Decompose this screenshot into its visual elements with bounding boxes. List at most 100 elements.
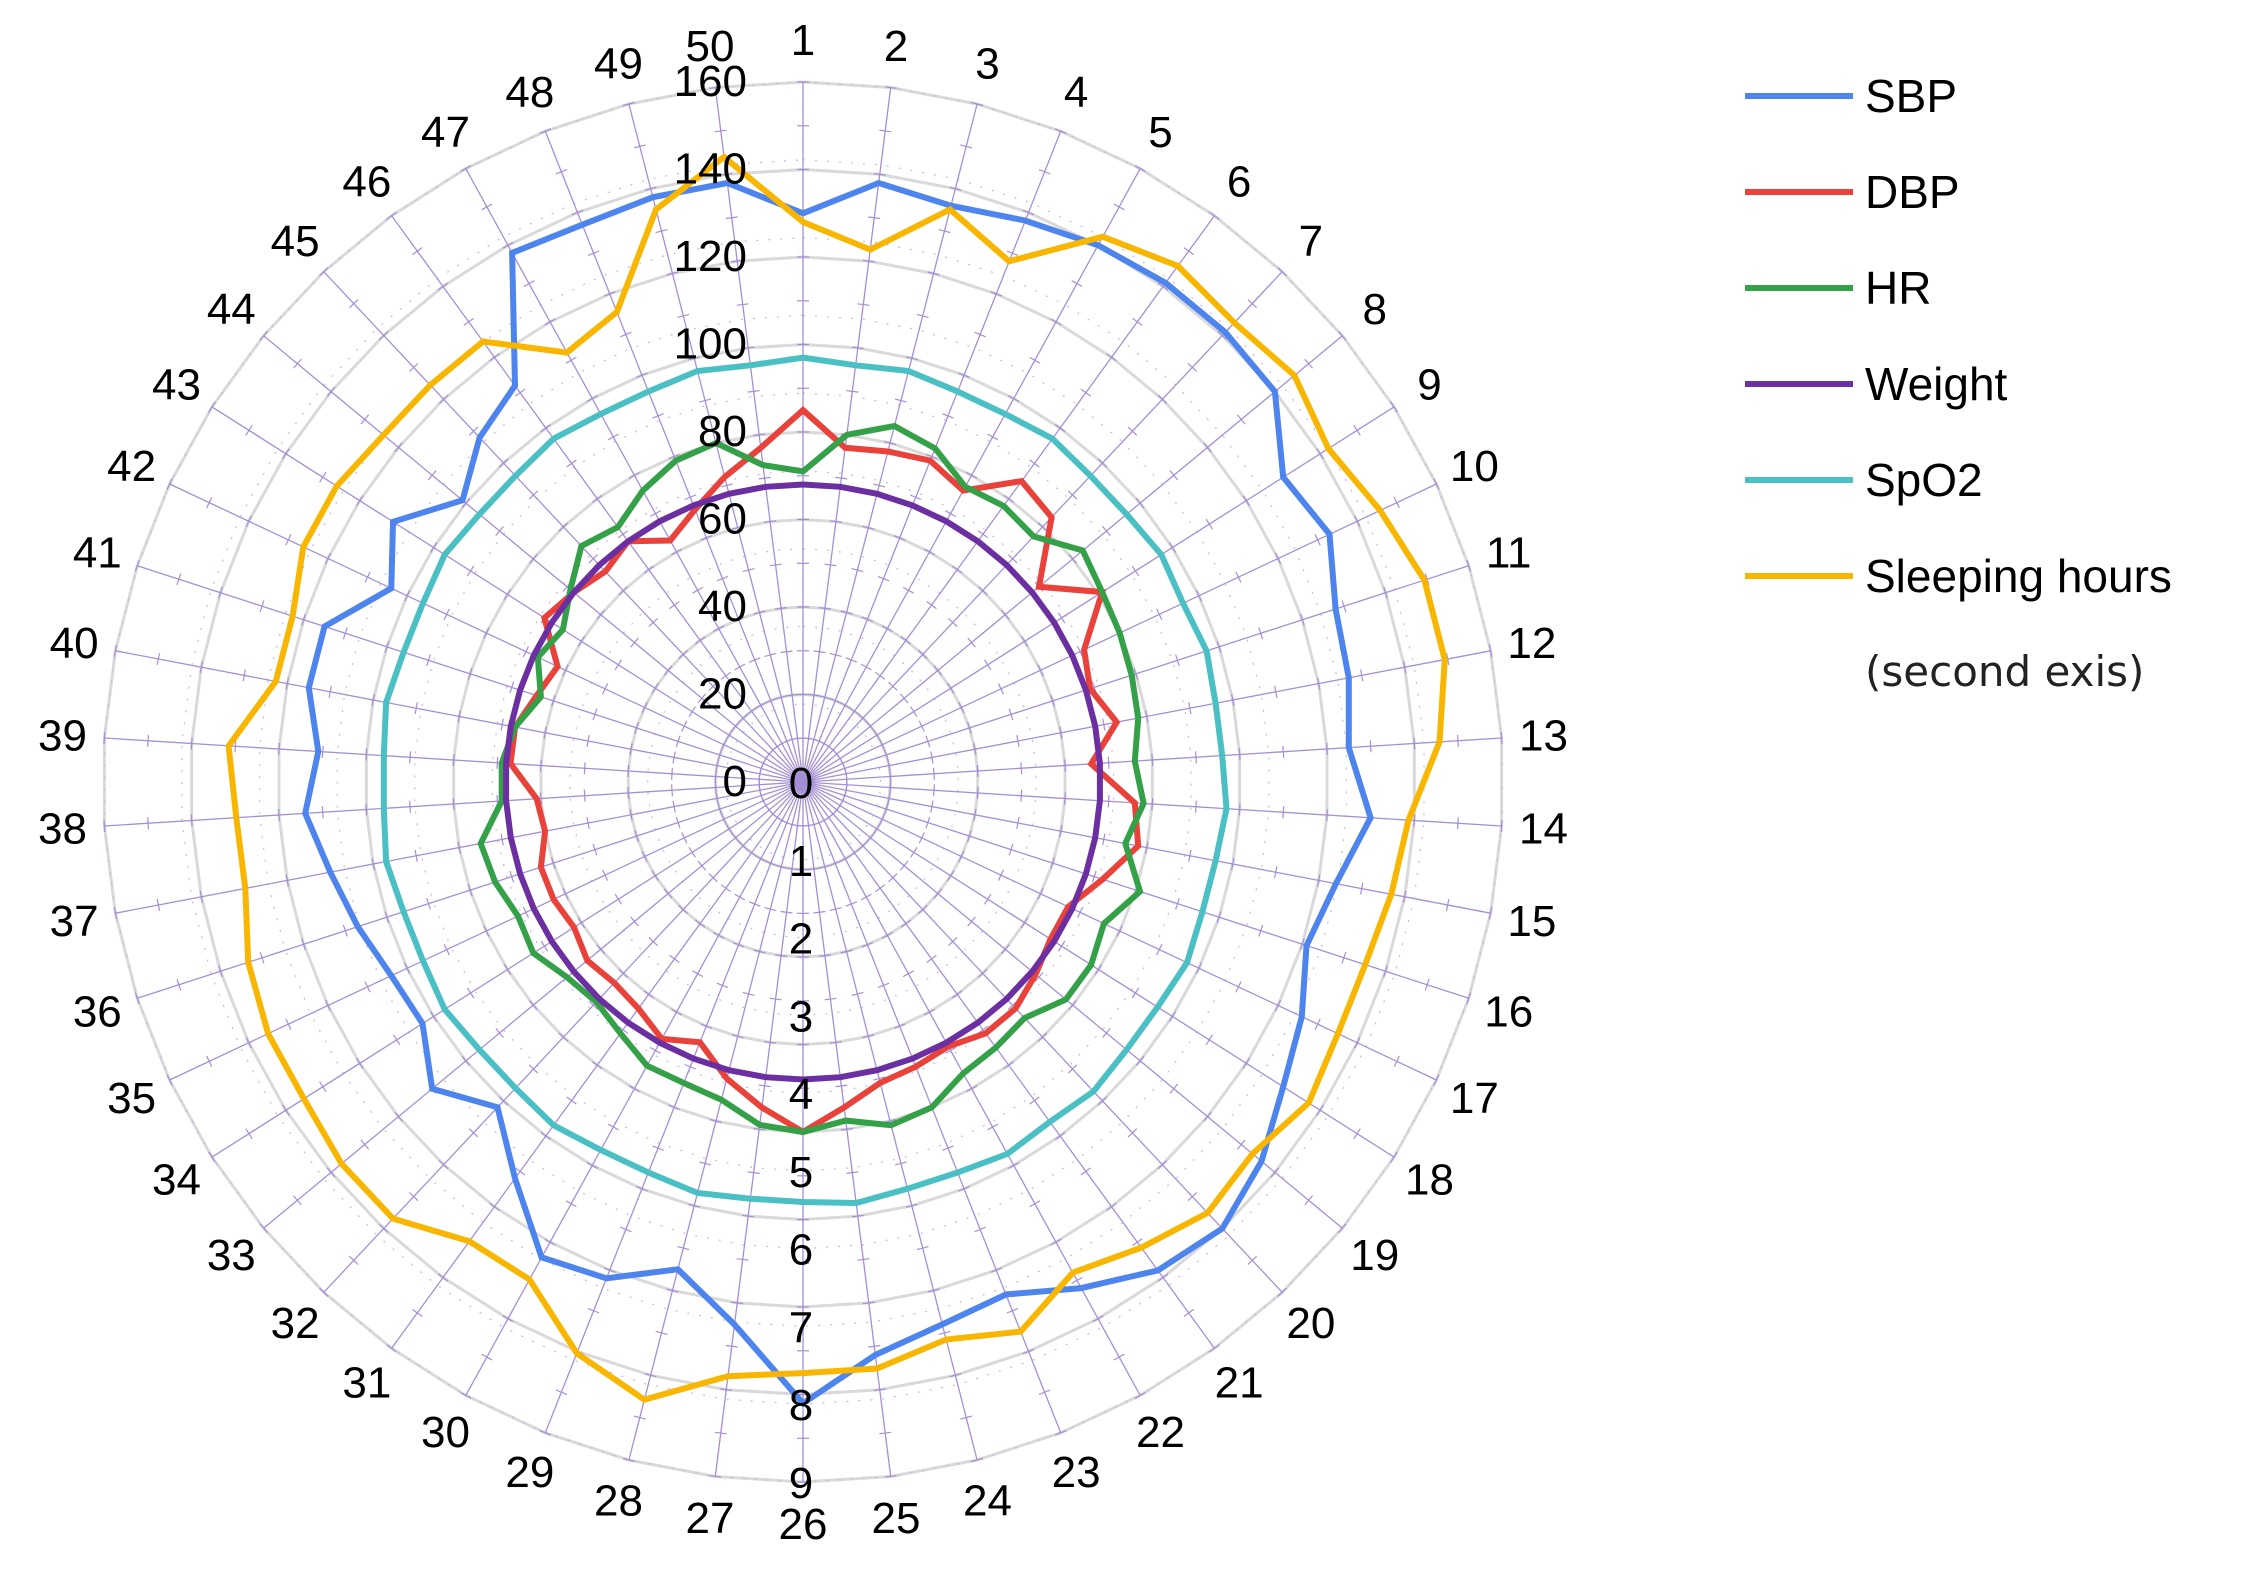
- spoke-tick: [1132, 317, 1143, 326]
- spoke-tick: [1091, 870, 1097, 883]
- spoke-tick: [1274, 552, 1282, 565]
- spoke-tick: [199, 661, 204, 674]
- category-label: 23: [1052, 1448, 1101, 1497]
- spoke-tick: [714, 1431, 727, 1435]
- spoke-tick: [873, 1388, 886, 1391]
- category-label: 11: [1486, 529, 1532, 578]
- spoke-tick: [628, 1085, 640, 1093]
- spoke-tick: [918, 832, 925, 844]
- spoke-tick: [731, 1034, 744, 1039]
- spoke-tick: [709, 1475, 722, 1478]
- legend-label: SBP: [1865, 70, 1957, 122]
- spoke-tick: [282, 1104, 290, 1116]
- spoke-tick: [938, 1330, 951, 1335]
- spoke-tick: [709, 1118, 722, 1124]
- spoke-tick: [877, 982, 890, 989]
- spoke-tick: [285, 534, 292, 546]
- spoke-tick: [301, 613, 307, 626]
- spoke-tick: [949, 1373, 962, 1378]
- spoke-tick: [412, 1308, 423, 1317]
- spoke-tick: [888, 681, 898, 691]
- spoke-tick: [1020, 789, 1023, 802]
- spoke-tick: [643, 565, 654, 574]
- spoke-tick: [1402, 890, 1407, 903]
- spoke-tick: [758, 1084, 771, 1088]
- spoke-tick: [655, 1330, 668, 1335]
- spoke-tick: [977, 1025, 989, 1034]
- spoke-tick: [668, 453, 680, 460]
- spoke-tick: [720, 739, 727, 751]
- category-label: 5: [1148, 108, 1172, 157]
- spoke-tick: [365, 748, 368, 761]
- spoke-tick: [958, 1186, 970, 1192]
- spoke-tick: [1445, 898, 1450, 912]
- spoke-tick: [461, 1055, 471, 1066]
- spoke-tick: [883, 749, 889, 761]
- secondary-tick-label: 3: [789, 992, 813, 1041]
- spoke-tick: [245, 515, 252, 527]
- spoke-tick: [881, 625, 893, 633]
- spoke-tick: [923, 548, 935, 556]
- spoke-tick: [873, 729, 881, 741]
- spoke-tick: [566, 1096, 577, 1105]
- spoke-tick: [946, 870, 955, 882]
- spoke-tick: [758, 476, 771, 480]
- spoke-tick: [592, 1061, 603, 1070]
- spoke-tick: [748, 657, 761, 663]
- spoke-tick: [916, 1246, 929, 1251]
- secondary-tick-label: 5: [789, 1148, 813, 1197]
- spoke-tick: [1003, 1061, 1014, 1070]
- spoke-tick: [874, 884, 886, 893]
- spoke-tick: [176, 978, 182, 991]
- spoke-tick: [176, 573, 182, 586]
- spoke-tick: [1188, 849, 1192, 862]
- spoke-tick: [1242, 495, 1251, 507]
- spoke-tick: [1413, 737, 1416, 750]
- category-label: 50: [686, 22, 735, 71]
- spoke-tick: [503, 964, 512, 975]
- spoke-tick: [829, 697, 842, 704]
- spoke-tick: [849, 707, 860, 716]
- spoke-tick: [835, 1084, 848, 1088]
- spoke-tick: [1133, 667, 1139, 680]
- spoke-tick: [868, 216, 881, 220]
- spoke-tick: [443, 608, 450, 621]
- spoke-tick: [958, 372, 970, 378]
- spoke-tick: [282, 448, 290, 460]
- spoke-tick: [502, 241, 514, 249]
- spoke-tick: [392, 1034, 401, 1046]
- spoke-tick: [860, 893, 872, 901]
- spoke-tick: [738, 713, 748, 723]
- spoke-tick: [879, 1431, 892, 1435]
- spoke-tick: [558, 522, 569, 532]
- spoke-tick: [1020, 762, 1023, 775]
- spoke-tick: [1037, 664, 1044, 676]
- spoke-tick: [460, 1391, 472, 1399]
- spoke-tick: [1169, 1083, 1179, 1094]
- spoke-tick: [764, 860, 777, 867]
- spoke-tick: [938, 229, 951, 234]
- spoke-tick: [997, 869, 1005, 881]
- spoke-tick: [947, 617, 958, 628]
- spoke-tick: [731, 1301, 744, 1305]
- spoke-tick: [166, 478, 173, 490]
- spoke-tick: [1097, 458, 1108, 468]
- spoke-tick: [900, 636, 912, 645]
- spoke-tick: [862, 1034, 875, 1039]
- spoke-tick: [1127, 1128, 1138, 1138]
- spoke-tick: [438, 394, 449, 404]
- legend-label: DBP: [1865, 166, 1960, 218]
- spoke-tick: [1247, 299, 1258, 309]
- spoke-tick: [1054, 1430, 1067, 1436]
- spoke-tick: [977, 530, 989, 539]
- spoke-tick: [861, 616, 874, 623]
- spoke-tick: [242, 669, 246, 682]
- spoke-tick: [807, 867, 820, 871]
- spoke-tick: [466, 987, 475, 999]
- spoke-tick: [1156, 608, 1163, 621]
- spoke-tick: [945, 1046, 957, 1054]
- spoke-tick: [974, 331, 986, 338]
- category-label: 42: [107, 442, 156, 491]
- spoke-tick: [926, 601, 937, 610]
- spoke-tick: [977, 586, 988, 596]
